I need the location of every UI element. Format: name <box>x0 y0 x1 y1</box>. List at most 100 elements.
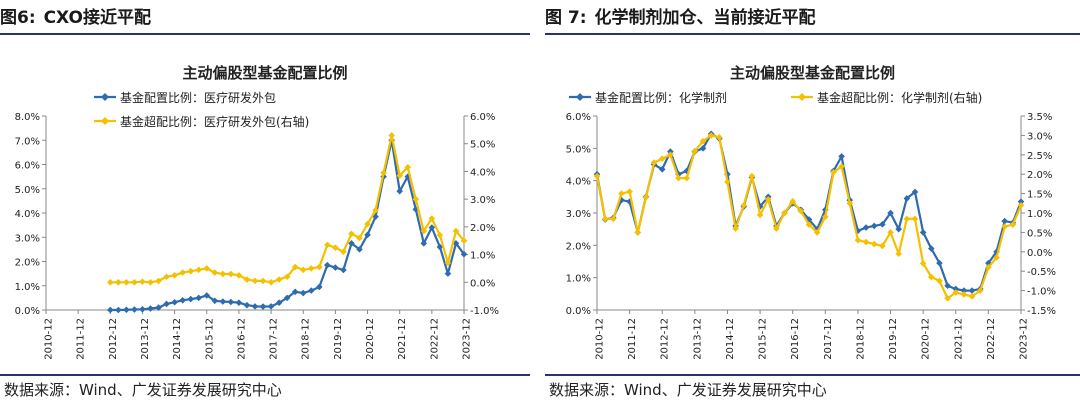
data-point <box>243 301 251 309</box>
data-point <box>219 270 227 278</box>
data-point <box>396 172 403 179</box>
data-point <box>195 266 203 274</box>
x-tick-label: 2013-12 <box>140 318 151 360</box>
data-point <box>862 238 870 246</box>
x-tick-label: 2012-12 <box>660 318 671 360</box>
data-point <box>340 266 347 274</box>
data-point <box>764 196 772 203</box>
data-point <box>307 287 315 294</box>
x-tick-label: 2015-12 <box>758 318 769 360</box>
data-point <box>658 166 666 173</box>
data-point <box>291 288 299 296</box>
y-right-tick-label: -1.0% <box>1027 287 1056 298</box>
data-point <box>203 292 211 299</box>
data-point <box>251 303 259 310</box>
y-right-tick-label: 2.0% <box>470 223 495 234</box>
data-point <box>634 229 642 236</box>
data-point <box>179 269 186 276</box>
data-point <box>936 259 943 267</box>
x-tick-label: 2018-12 <box>855 318 866 360</box>
legend-item: 基金配置比例：化学制剂 <box>569 90 727 105</box>
data-point <box>155 304 162 311</box>
y-right-tick-label: 2.0% <box>1027 170 1052 181</box>
y-left-tick-label: 2.0% <box>15 258 40 269</box>
chart-title: 主动偏股型基金配置比例 <box>182 64 347 82</box>
data-point <box>667 151 674 159</box>
y-right-tick-label: 4.0% <box>470 167 495 178</box>
data-point <box>658 155 666 162</box>
data-point <box>813 229 821 236</box>
data-point <box>235 272 243 279</box>
data-point <box>356 246 363 253</box>
x-tick-label: 2013-12 <box>692 318 703 360</box>
data-point <box>944 282 951 290</box>
data-point <box>1001 217 1008 225</box>
data-point <box>838 163 845 170</box>
data-point <box>123 278 130 286</box>
x-tick-label: 2019-12 <box>333 318 344 360</box>
y-right-tick-label: 1.0% <box>470 251 495 262</box>
data-point <box>895 250 902 258</box>
data-point <box>740 201 748 209</box>
data-point <box>928 273 935 281</box>
data-point <box>879 221 886 228</box>
data-point <box>944 295 951 302</box>
data-point <box>259 303 267 310</box>
data-point <box>107 278 114 286</box>
data-point <box>968 287 976 294</box>
data-point <box>618 190 625 197</box>
data-source: 数据来源：Wind、广发证券发展研究中心 <box>549 381 827 399</box>
footer-rule <box>0 374 530 376</box>
data-point <box>428 224 436 231</box>
data-point <box>147 278 154 286</box>
data-point <box>380 169 387 177</box>
data-point <box>428 215 436 222</box>
data-point <box>388 132 395 139</box>
x-tick-label: 2020-12 <box>365 318 376 360</box>
data-point <box>626 198 633 205</box>
data-point <box>993 254 1000 261</box>
data-point <box>332 264 339 271</box>
data-point <box>452 227 460 235</box>
chart-cxo: 主动偏股型基金配置比例 0.0% 1.0% 2.0% 3.0% 4.0% 5.0% 6.0% 7… <box>15 64 499 360</box>
data-point <box>960 287 968 294</box>
series-overweight <box>107 132 468 286</box>
data-point <box>683 167 690 175</box>
y-right-tick-label: 1.0% <box>1027 209 1052 220</box>
data-point <box>460 237 468 245</box>
y-left-tick-label: 6.0% <box>15 161 40 172</box>
data-point <box>444 259 452 267</box>
series-line <box>110 139 465 312</box>
x-tick-label: 2011-12 <box>627 318 638 360</box>
data-point <box>211 269 219 276</box>
data-point <box>324 241 331 249</box>
data-source: 数据来源：Wind、广发证券发展研究中心 <box>4 381 282 399</box>
data-point <box>364 220 371 228</box>
figure-header: 图 7: 化学制剂加仓、当前接近平配 <box>545 4 1080 32</box>
legend-label: 基金配置比例：化学制剂 <box>595 90 727 105</box>
data-point <box>171 272 178 279</box>
y-right-tick-label: -1.5% <box>1027 306 1056 317</box>
data-point <box>195 294 203 302</box>
data-point <box>123 306 130 314</box>
y-right-tick-label: 3.5% <box>1027 112 1052 123</box>
data-point <box>993 248 1000 256</box>
data-point <box>187 267 194 275</box>
data-point <box>356 234 363 242</box>
data-point <box>139 278 146 286</box>
data-point <box>131 306 138 313</box>
data-point <box>895 225 902 233</box>
x-tick-label: 2012-12 <box>108 318 119 360</box>
data-point <box>412 206 420 213</box>
data-point <box>372 213 379 220</box>
data-point <box>251 277 259 285</box>
data-point <box>420 240 428 247</box>
y-left-tick-label: 4.0% <box>566 177 591 188</box>
x-tick-label: 2010-12 <box>44 318 55 360</box>
data-point <box>911 215 919 223</box>
legend-label: 基金超配比例：医疗研发外包(右轴) <box>120 114 309 129</box>
y-right-tick-label: 1.5% <box>1027 190 1052 201</box>
data-point <box>219 298 227 305</box>
series-line <box>110 134 465 284</box>
y-left-tick-label: 5.0% <box>566 144 591 155</box>
